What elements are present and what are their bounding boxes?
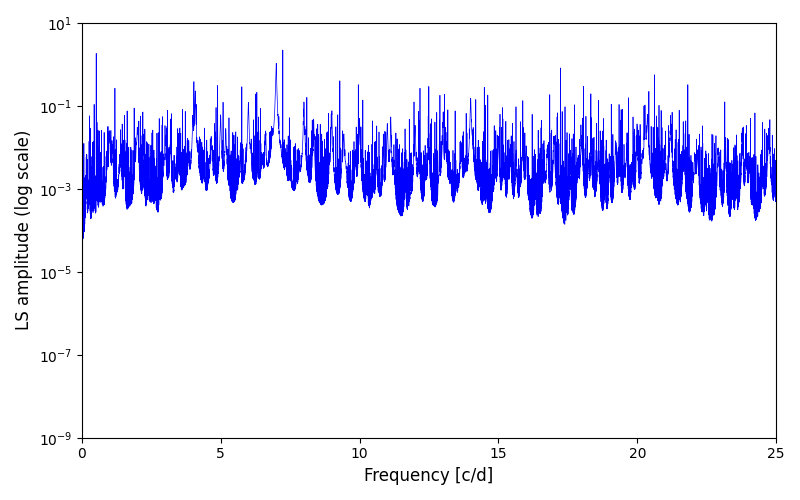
- Y-axis label: LS amplitude (log scale): LS amplitude (log scale): [15, 130, 33, 330]
- X-axis label: Frequency [c/d]: Frequency [c/d]: [364, 467, 494, 485]
